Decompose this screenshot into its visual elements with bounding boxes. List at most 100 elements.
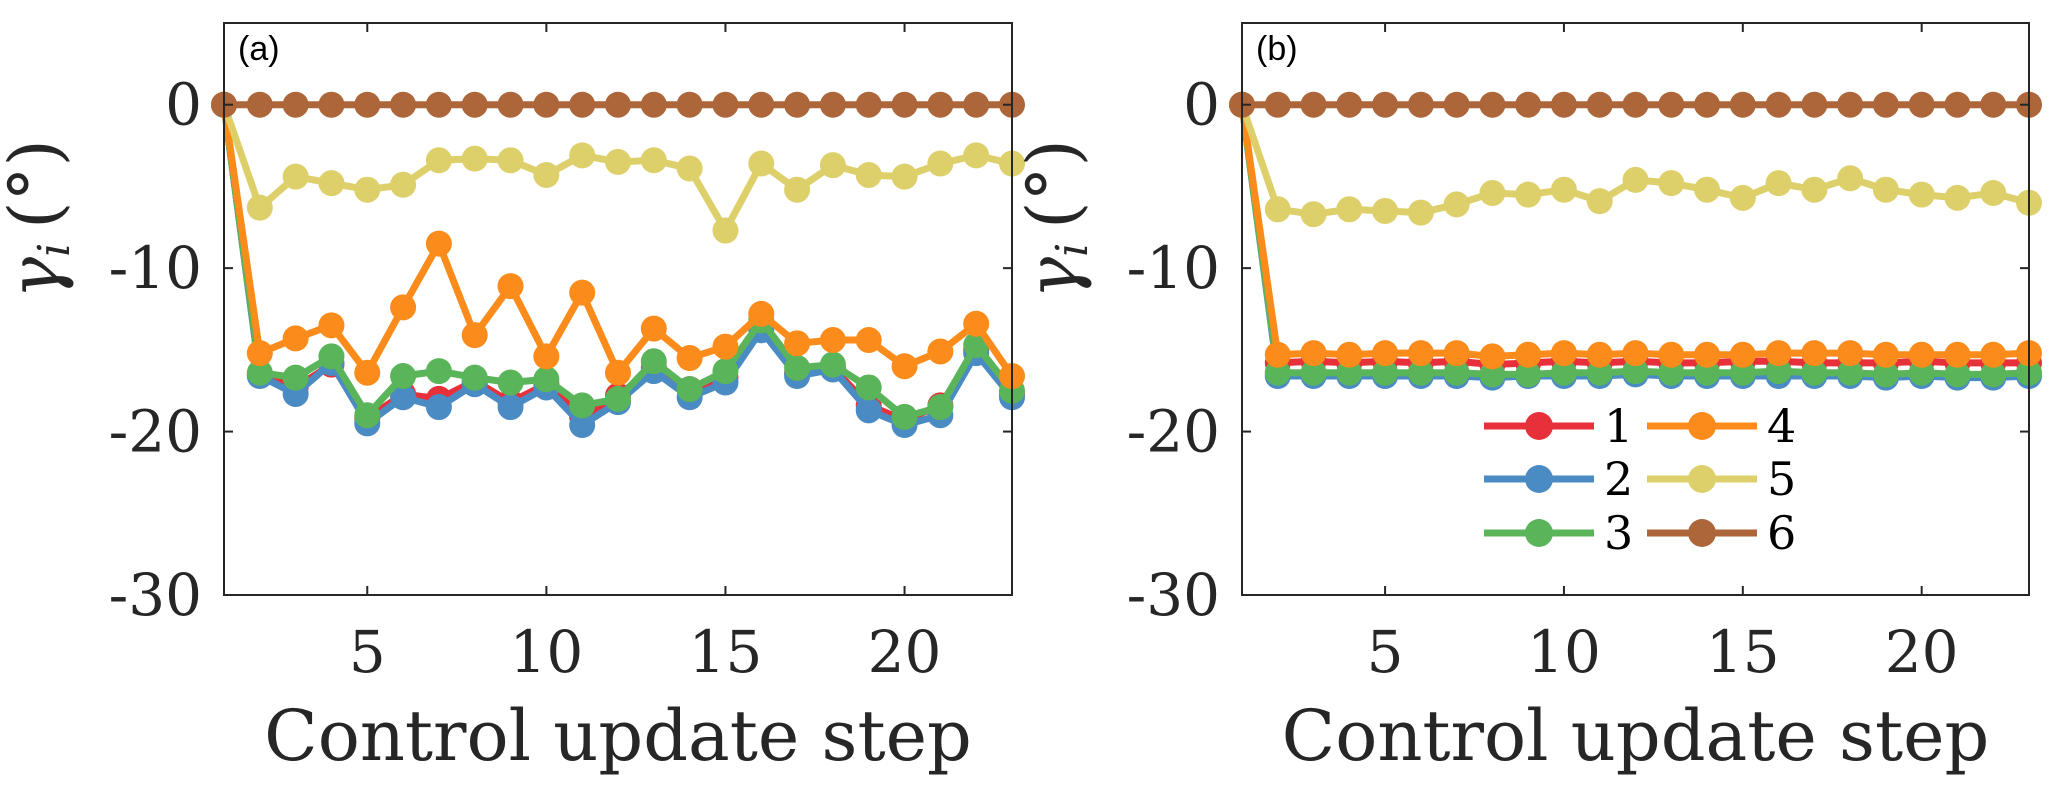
- panel-b-series-4-point: [1300, 340, 1327, 367]
- panel-b-series-6-point: [1765, 91, 1792, 118]
- panel-a-series-5-point: [676, 155, 703, 182]
- panel-a-series-5-point: [927, 150, 954, 177]
- panel-b-series-6-point: [1622, 91, 1649, 118]
- panel-b-series-6-point: [1515, 91, 1542, 118]
- panel-b-x-axis-label: Control update step: [1282, 695, 1990, 777]
- panel-b-series-6-point: [1264, 91, 1291, 118]
- panel-a-y-tick-label: -10: [109, 234, 202, 302]
- panel-a: 5 10 15 20 0 -10 -20 -30 (a) Control update ste…: [0, 22, 1025, 777]
- panel-a-x-tick-label: 20: [868, 618, 942, 686]
- panel-a-x-axis-label: Control update step: [264, 695, 972, 777]
- panel-b-axes-box: [1241, 22, 2030, 596]
- panel-a-series-3-point: [712, 358, 739, 385]
- legend-item-5: 5: [1647, 452, 1796, 506]
- legend-marker: [1525, 519, 1553, 547]
- panel-b-series-3-point: [1550, 359, 1577, 386]
- panel-a-series-4-point: [927, 338, 954, 365]
- panel-a-series-6-point: [784, 91, 811, 118]
- panel-a-series-3-point: [784, 354, 811, 381]
- panel-a-series-4-point: [963, 310, 990, 337]
- panel-b-series-3-point: [1479, 361, 1506, 388]
- panel-a-series-4-point: [605, 359, 631, 386]
- panel-a-series-6-point: [425, 91, 452, 118]
- panel-b-series-4-point: [1622, 340, 1649, 367]
- panel-a-series-4-point: [282, 325, 309, 352]
- panel-a-series-4-point: [497, 273, 524, 300]
- panel-a-series-6-point: [927, 91, 954, 118]
- panel-a-series-5-point: [425, 147, 452, 174]
- panel-b-y-axis-label: γi (°): [1012, 139, 1098, 299]
- panel-b-series-3-point: [1729, 359, 1756, 386]
- panel-b-series-4-point: [1872, 341, 1899, 368]
- panel-a-series-3-point: [533, 366, 560, 393]
- panel-b-series-1: [1229, 91, 2042, 378]
- panel-b-series-5-point: [1765, 170, 1792, 197]
- panel-b-series-6-point: [1729, 91, 1756, 118]
- panel-b-series-3-point: [1694, 359, 1721, 386]
- panel-a-series-6-point: [712, 91, 739, 118]
- panel-a-series-3-point: [318, 343, 345, 370]
- panel-a-series-6-point: [855, 91, 882, 118]
- panel-a-series-3-point: [676, 376, 703, 403]
- panel-a-series-4-point: [318, 312, 345, 339]
- panel-b-series-3-point: [1264, 359, 1291, 386]
- panel-a-series-6-point: [354, 91, 381, 118]
- panel-a-series-4-point: [676, 345, 703, 372]
- panel-a-series-3: [211, 91, 1025, 430]
- panel-b-series-3-point: [1837, 359, 1864, 386]
- panel-b-series-3-point: [1515, 361, 1542, 388]
- panel-b-series-2-line: [1238, 104, 2030, 382]
- panel-a-series-5-point: [819, 152, 846, 179]
- legend-item-6: 6: [1647, 506, 1796, 560]
- panel-b-series-4-point: [1479, 343, 1506, 370]
- panel-b-series-5-point: [1407, 199, 1434, 226]
- panel-a-series-6-point: [497, 91, 524, 118]
- panel-b-series-6-point: [1407, 91, 1434, 118]
- panel-a-series-6-point: [748, 91, 775, 118]
- panel-a-series-4-point: [891, 353, 918, 380]
- panel-a-series-5-point: [533, 161, 560, 188]
- panel-b-series-4-line: [1238, 104, 2030, 360]
- panel-a-series-2-point: [497, 394, 524, 421]
- panel-b-series-5-point: [1264, 196, 1291, 223]
- panel-a-axes-box: [223, 22, 1013, 596]
- legend-label: 2: [1604, 452, 1633, 506]
- panel-a-series-4-point: [640, 315, 667, 342]
- panel-a-series-4-point: [855, 327, 882, 354]
- panel-a-x-tick-label: 10: [509, 618, 583, 686]
- panel-a-y-axis-label-subscript: i: [29, 243, 80, 257]
- panel-a-series-3-point: [927, 394, 954, 421]
- legend-label: 5: [1767, 452, 1796, 506]
- panel-a-series-6-point: [569, 91, 596, 118]
- panel-a-series-5-point: [855, 161, 882, 188]
- panel-b-series-5-point: [1658, 170, 1685, 197]
- panel-a-series-6-point: [963, 91, 990, 118]
- panel-a-series-6: [211, 91, 1025, 118]
- panel-b-y-axis-label-symbol: γ: [1012, 257, 1094, 299]
- panel-b-ticks: 5 10 15 200-10-20-30: [1127, 23, 2029, 686]
- panel-b-series-5-point: [1694, 176, 1721, 203]
- panel-b-series-4-point: [1908, 341, 1935, 368]
- panel-b-series-4-point: [1801, 340, 1828, 367]
- panel-b-series-5-point: [1372, 197, 1399, 224]
- panel-a-series-3-point: [461, 364, 488, 391]
- panel-a-series-3-point: [390, 363, 417, 390]
- panel-a-series-5-point: [569, 142, 596, 169]
- panel-a-series-5-point: [282, 163, 309, 190]
- panel-a-ticks: 5 10 15 20 0 -10 -20 -30: [109, 23, 1012, 686]
- panel-a-series-3-point: [819, 351, 846, 378]
- panel-a-series-4-point: [354, 359, 381, 386]
- panel-a-series-6-point: [318, 91, 345, 118]
- panel-b-series-5-point: [1980, 179, 2007, 206]
- panel-b-series-6-point: [1872, 91, 1899, 118]
- panel-a-series-4-point: [569, 279, 596, 306]
- panel-a-series-6-point: [640, 91, 667, 118]
- panel-b-series-3-point: [1300, 359, 1327, 386]
- panel-a-series-2-point: [855, 397, 882, 424]
- panel-b-x-tick-label: 15: [1706, 618, 1780, 686]
- panel-b-series-5-point: [1479, 179, 1506, 206]
- panel-b-series-4: [1229, 91, 2042, 370]
- panel-a-series-4-point: [246, 340, 273, 367]
- panel-a-series-5-point: [390, 171, 417, 198]
- panel-a-series-4-point: [461, 322, 488, 349]
